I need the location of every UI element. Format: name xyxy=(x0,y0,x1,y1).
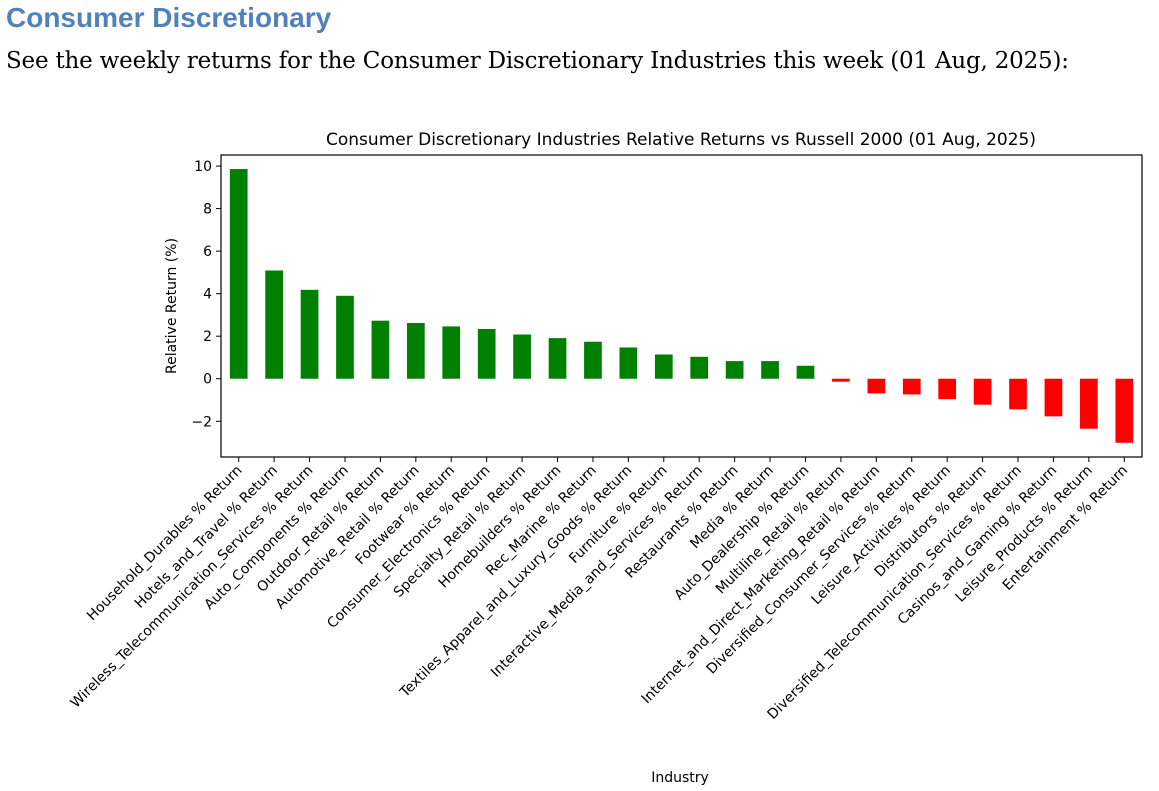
bar xyxy=(902,378,921,395)
y-tick-label: 2 xyxy=(203,329,212,345)
bar xyxy=(584,341,602,379)
y-tick-label: 4 xyxy=(203,287,212,303)
bar xyxy=(300,289,319,379)
bar xyxy=(1009,378,1027,410)
axes-frame xyxy=(220,154,1143,458)
bar xyxy=(690,356,709,379)
section-heading: Consumer Discretionary xyxy=(6,2,332,33)
bar xyxy=(548,338,567,379)
bar xyxy=(1044,378,1063,417)
bar xyxy=(371,320,390,379)
y-tick-label: 8 xyxy=(203,202,212,218)
bar xyxy=(761,361,779,379)
bar xyxy=(229,169,248,379)
bar xyxy=(725,361,744,379)
bar xyxy=(442,326,461,379)
bar xyxy=(973,378,992,405)
bar xyxy=(938,378,957,400)
x-tick-label: Wireless_Telecommunication_Services % Re… xyxy=(68,463,317,712)
bar xyxy=(265,270,283,379)
bar xyxy=(832,378,850,382)
bar xyxy=(796,365,815,379)
y-axis-label: Relative Return (%) xyxy=(164,238,180,374)
bar xyxy=(1080,378,1098,429)
intro-text: See the weekly returns for the Consumer … xyxy=(6,48,1069,74)
y-tick-label: 0 xyxy=(203,372,212,388)
bar xyxy=(336,295,354,379)
y-tick-label: 10 xyxy=(194,159,212,175)
y-axis: −2 0 2 4 6 8 10 xyxy=(191,159,221,430)
y-tick-label: 6 xyxy=(203,244,212,260)
bar xyxy=(654,354,673,379)
bar xyxy=(406,323,425,379)
chart-title: Consumer Discretionary Industries Relati… xyxy=(326,130,1036,150)
bar xyxy=(513,334,531,379)
bar xyxy=(867,378,886,394)
y-tick-label: −2 xyxy=(191,414,212,430)
x-axis: Household_Durables % ReturnHotels_and_Tr… xyxy=(68,457,1131,723)
bar xyxy=(619,347,638,379)
bar xyxy=(1115,378,1134,443)
bar xyxy=(477,328,496,379)
bars-group xyxy=(229,169,1134,443)
x-axis-label: Industry xyxy=(651,770,709,786)
